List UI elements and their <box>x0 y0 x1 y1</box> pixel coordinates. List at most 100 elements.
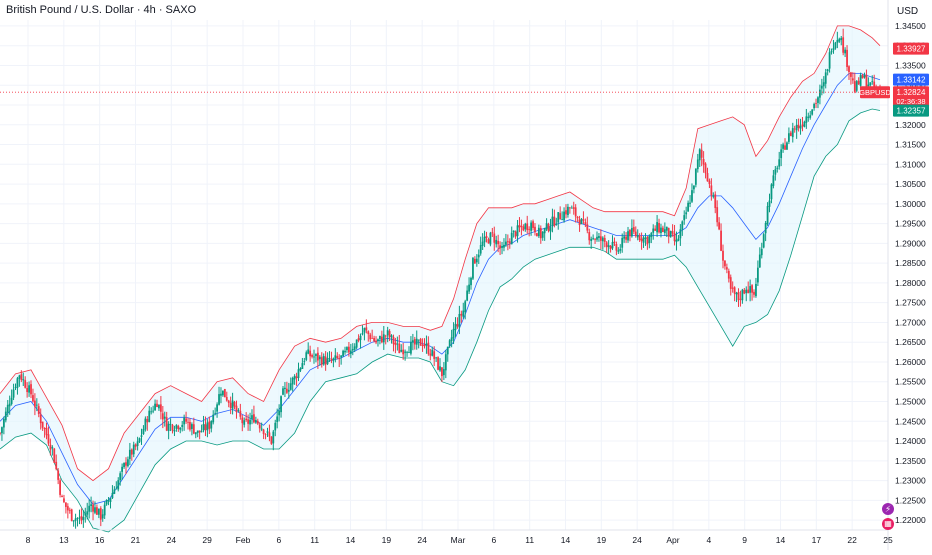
candle-body <box>497 240 500 245</box>
candle-body <box>448 340 451 346</box>
candle-body <box>658 223 660 233</box>
candle-body <box>584 222 587 225</box>
candle-body <box>33 400 36 407</box>
x-tick-label: 14 <box>776 535 786 545</box>
candle-body <box>850 72 852 77</box>
candle-body <box>158 404 160 409</box>
candle-body <box>437 357 439 370</box>
candle-body <box>332 358 335 361</box>
candle-body <box>260 428 263 430</box>
bollinger-bands <box>0 25 881 533</box>
x-tick-label: 8 <box>26 535 31 545</box>
candle-body <box>617 250 620 252</box>
candle-body <box>278 410 281 416</box>
candle-body <box>70 509 73 521</box>
candle-body <box>253 414 255 423</box>
candle-body <box>809 115 812 118</box>
candle-body <box>460 313 463 316</box>
candle-body <box>547 224 550 231</box>
calendar-icon[interactable]: ▦ <box>882 518 894 530</box>
candle-body <box>159 404 162 412</box>
y-tick-label: 1.25000 <box>895 397 926 407</box>
x-tick-label: 4 <box>706 535 711 545</box>
candle-body <box>603 237 606 242</box>
candle-body <box>225 396 228 401</box>
candle-body <box>824 72 827 84</box>
candle-body <box>96 507 98 515</box>
candle-body <box>117 480 120 490</box>
candle-body <box>855 81 858 91</box>
candle-body <box>512 230 515 233</box>
lightning-icon[interactable]: ⚡ <box>882 503 894 515</box>
candle-body <box>706 173 709 182</box>
candle-body <box>130 449 133 455</box>
candle-body <box>737 292 740 301</box>
candle-body <box>415 338 418 345</box>
candle-body <box>559 213 562 220</box>
candle-body <box>222 390 224 396</box>
candle-body <box>247 419 250 424</box>
candle-body <box>57 470 60 480</box>
candle-body <box>289 383 292 390</box>
candle-body <box>545 223 548 230</box>
candle-body <box>570 207 573 209</box>
candle-body <box>567 206 569 216</box>
chart-title: British Pound / U.S. Dollar · 4h · SAXO <box>6 4 197 16</box>
candle-body <box>284 387 286 390</box>
candle-body <box>59 480 61 495</box>
candle-body <box>863 75 866 78</box>
candle-body <box>398 343 401 354</box>
candle-body <box>280 396 282 413</box>
candle-body <box>861 75 864 79</box>
candle-body <box>592 237 595 239</box>
y-tick-label: 1.28500 <box>895 258 926 268</box>
candle-body <box>466 290 469 301</box>
candle-body <box>392 336 395 344</box>
current-price-tag <box>893 86 929 108</box>
candle-body <box>510 232 513 245</box>
candle-body <box>386 330 389 336</box>
y-tick-label: 1.24500 <box>895 416 926 426</box>
candle-body <box>551 216 554 227</box>
candle-body <box>237 410 240 411</box>
candle-body <box>425 343 428 346</box>
candle-body <box>183 417 186 425</box>
candle-body <box>202 424 205 431</box>
candle-body <box>84 513 87 516</box>
candle-body <box>421 344 424 346</box>
candle-body <box>380 336 383 343</box>
candle-body <box>377 339 379 342</box>
candle-body <box>344 350 346 353</box>
candle-body <box>51 447 54 449</box>
candle-body <box>605 242 608 248</box>
candle-body <box>413 339 416 345</box>
currency-label[interactable]: USD <box>897 6 919 17</box>
y-tick-label: 1.30500 <box>895 179 926 189</box>
candle-body <box>274 422 277 431</box>
candle-body <box>113 489 116 494</box>
candle-body <box>687 202 690 212</box>
candle-body <box>753 291 755 295</box>
candle-body <box>41 421 44 428</box>
candle-body <box>799 126 802 129</box>
candle-body <box>365 327 368 331</box>
candle-body <box>782 144 784 149</box>
candle-body <box>555 223 558 225</box>
candle-body <box>828 52 831 69</box>
x-tick-label: 21 <box>131 535 141 545</box>
y-tick-label: 1.30000 <box>895 199 926 209</box>
candle-body <box>675 239 678 243</box>
candle-body <box>0 432 1 434</box>
x-tick-label: 14 <box>561 535 571 545</box>
candle-body <box>76 518 79 520</box>
candle-body <box>264 433 267 435</box>
candle-body <box>851 78 854 81</box>
candle-body <box>429 353 432 356</box>
candle-body <box>128 449 131 459</box>
candle-body <box>45 427 48 436</box>
candle-body <box>307 349 310 354</box>
candle-body <box>791 128 794 138</box>
candle-body <box>495 239 498 245</box>
